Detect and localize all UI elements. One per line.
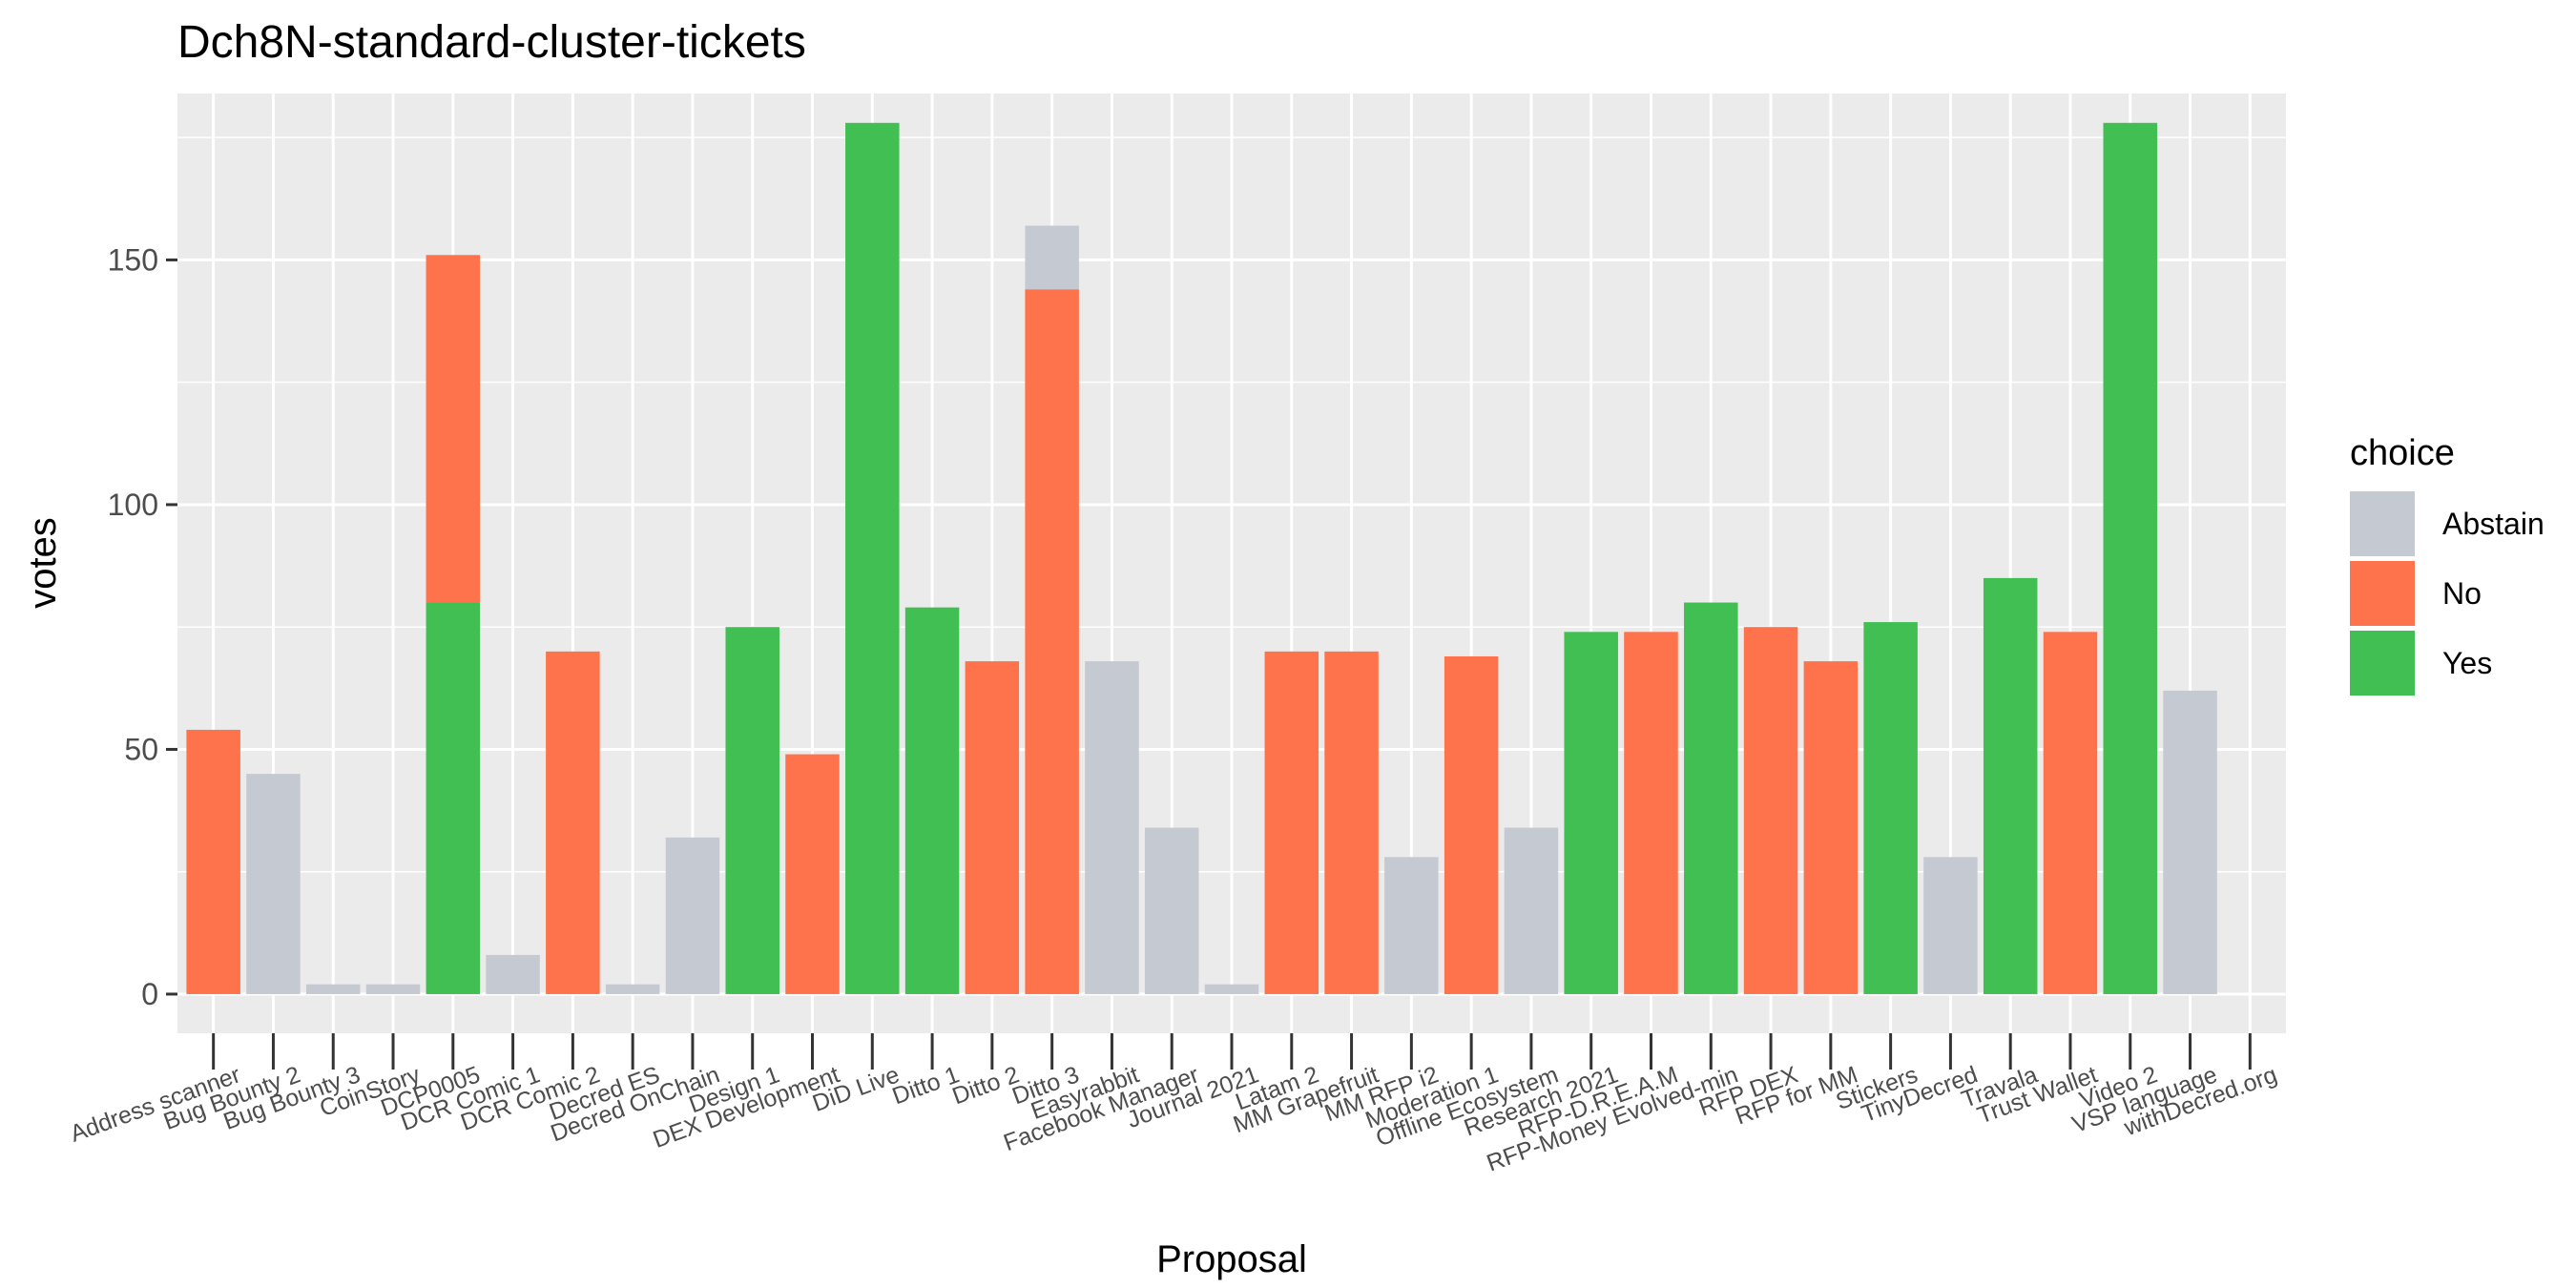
bar-rfp-d-r-e-a-m-no <box>1624 632 1678 994</box>
bar-did-live-yes <box>845 122 900 994</box>
bar-trust-wallet-no <box>2043 632 2098 994</box>
bars <box>186 122 2217 994</box>
y-tick-label: 50 <box>124 732 158 766</box>
bar-tinydecred-abstain <box>1923 857 1978 994</box>
bar-ditto-3-abstain <box>1025 225 1079 290</box>
y-axis: 0 50 100 150 <box>108 242 177 1011</box>
legend-key-no <box>2350 561 2415 626</box>
y-axis-title: votes <box>22 517 64 609</box>
bar-ditto-3-no <box>1025 289 1079 994</box>
bar-latam-2-no <box>1264 651 1319 994</box>
bar-easyrabbit-abstain <box>1085 661 1139 994</box>
legend-key-abstain <box>2350 491 2415 556</box>
bar-decred-es-abstain <box>605 984 660 994</box>
bar-mm-rfp-i2-abstain <box>1384 857 1439 994</box>
legend-key-yes <box>2350 631 2415 696</box>
legend-title: choice <box>2350 433 2455 473</box>
bar-bug-bounty-3-abstain <box>305 984 361 994</box>
legend-label-abstain: Abstain <box>2442 507 2545 541</box>
bar-dex-development-no <box>785 754 840 994</box>
bar-dcp0005-no <box>426 255 481 603</box>
bar-coinstory-abstain <box>365 984 421 994</box>
y-tick-label: 0 <box>141 977 158 1011</box>
bar-stickers-yes <box>1863 622 1918 994</box>
bar-ditto-1-yes <box>904 607 960 994</box>
bar-research-2021-yes <box>1564 632 1618 994</box>
bar-rfp-money-evolved-min-yes <box>1684 602 1738 994</box>
bar-journal-2021-abstain <box>1204 984 1259 994</box>
bar-moderation-1-no <box>1444 655 1499 994</box>
bar-address-scanner-no <box>186 729 240 994</box>
legend: choice Abstain No Yes <box>2350 433 2545 696</box>
bar-facebook-manager-abstain <box>1144 827 1199 994</box>
bar-mm-grapefruit-no <box>1324 651 1379 994</box>
bar-travala-yes <box>1983 577 2038 994</box>
bar-design-1-yes <box>725 627 779 994</box>
legend-label-yes: Yes <box>2442 646 2492 680</box>
y-tick-label: 100 <box>108 488 158 522</box>
bar-decred-onchain-abstain <box>665 837 720 994</box>
bar-video-2-yes <box>2103 122 2158 994</box>
bar-rfp-dex-no <box>1743 627 1798 994</box>
legend-label-no: No <box>2442 576 2482 611</box>
x-axis-title: Proposal <box>1156 1238 1307 1280</box>
bar-vsp-language-abstain <box>2163 690 2217 994</box>
bar-dcr-comic-2-no <box>546 651 600 994</box>
chart-title: Dch8N-standard-cluster-tickets <box>177 17 806 68</box>
bar-dcp0005-yes <box>426 602 481 994</box>
bar-offline-ecosystem-abstain <box>1504 827 1559 994</box>
bar-bug-bounty-2-abstain <box>246 774 301 994</box>
bar-ditto-2-no <box>965 661 1020 994</box>
y-tick-label: 150 <box>108 242 158 277</box>
bar-rfp-for-mm-no <box>1803 661 1859 994</box>
bar-dcr-comic-1-abstain <box>486 954 540 994</box>
